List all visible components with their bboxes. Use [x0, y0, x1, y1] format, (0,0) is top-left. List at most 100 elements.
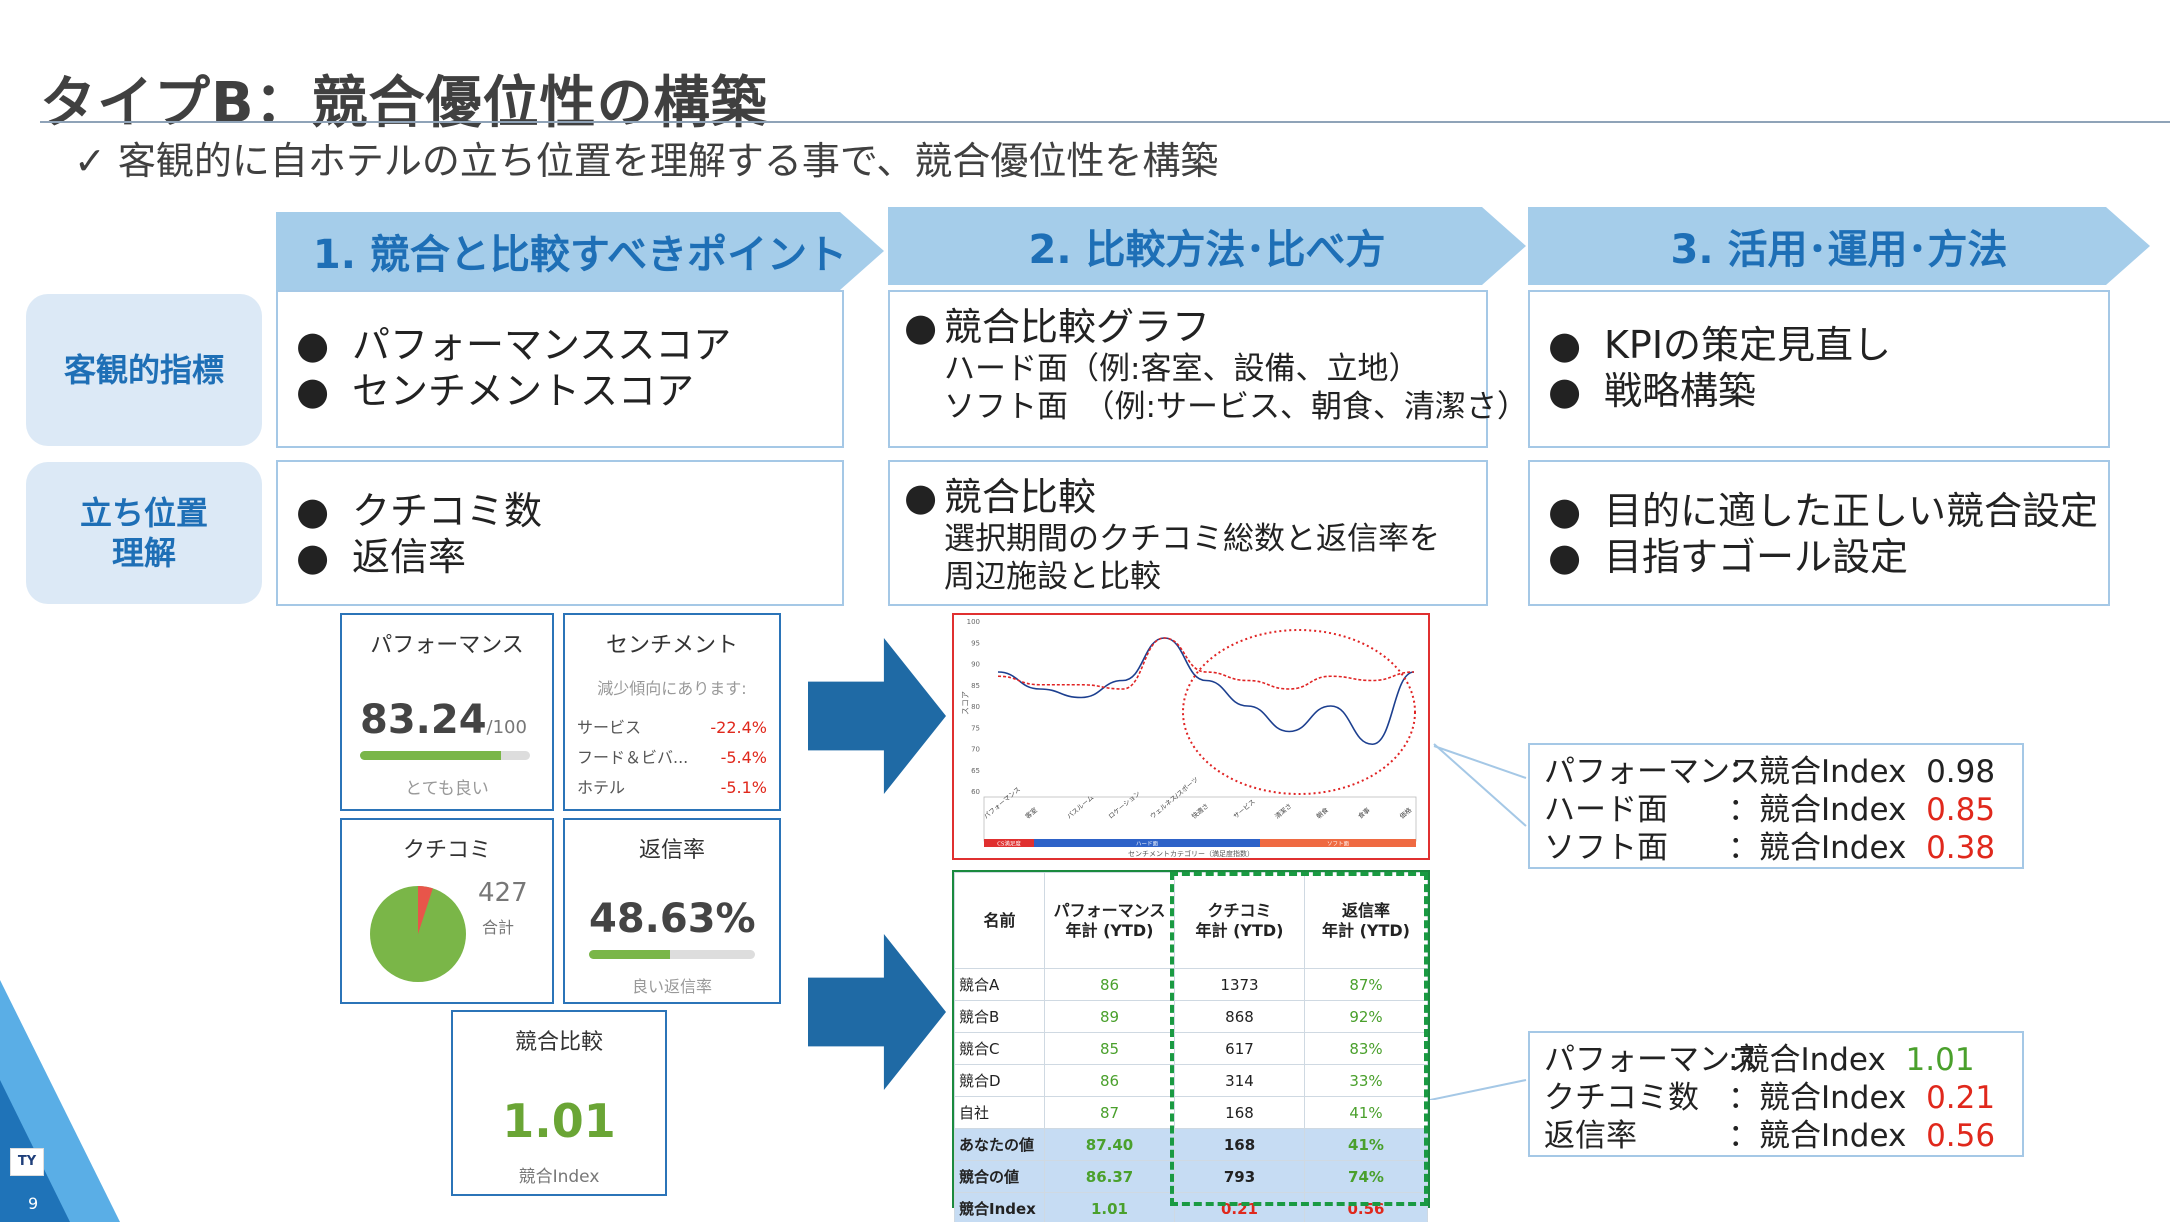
highlight-dashed-frame [1170, 872, 1428, 1206]
column-header-usage: 3. 活用･運用･方法 [1528, 207, 2150, 285]
table-cell: 793 [1174, 1160, 1305, 1193]
list-item-text: 競合比較グラフ [944, 305, 1211, 349]
category-band [1260, 839, 1416, 847]
table-cell: 86 [1044, 1064, 1175, 1097]
y-tick-label: 70 [971, 746, 980, 754]
page-subtitle: ✓ 客観的に自ホテルの立ち位置を理解する事で、競合優位性を構築 [74, 139, 1219, 183]
column-header-reply-rate[interactable]: 返信率 年計 (YTD) [1304, 872, 1428, 969]
callout-row: クチコミ数 ：競合Index 0.21 [1544, 1079, 2008, 1117]
callout-connector-line [1433, 743, 1527, 827]
callout-row-sep: ：競合Index [1728, 754, 1907, 790]
table-summary-row: 競合の値 86.37 793 74% [954, 1160, 1428, 1193]
y-tick-label: 95 [971, 639, 980, 647]
arrow-right-icon [808, 638, 946, 794]
table-cell: 74% [1304, 1160, 1428, 1193]
callout-row-sep: ：競合Index [1728, 1118, 1907, 1154]
corner-decoration [0, 980, 120, 1222]
column-header-label: 返信率 [1341, 900, 1390, 920]
sentiment-value: -22.4% [710, 718, 767, 737]
list-item-text: センチメントスコア [352, 369, 695, 413]
row-label-position-line2: 理解 [111, 534, 176, 572]
callout-row-label: ソフト面 [1544, 830, 1668, 866]
performance-progress-track [360, 751, 530, 760]
table-cell: 1373 [1174, 968, 1305, 1001]
y-tick-label: 100 [967, 618, 980, 626]
arrow-right-icon [808, 934, 946, 1090]
row-label-objective-index: 客観的指標 [26, 294, 262, 446]
table-cell: 41% [1304, 1096, 1428, 1129]
y-tick-label: 85 [971, 682, 980, 690]
reply-progress-fill [589, 950, 671, 959]
list-item-text: 競合比較 [944, 475, 1097, 519]
callout-row-sep: ：競合Index [1728, 1080, 1907, 1116]
performance-score-max: /100 [486, 717, 527, 738]
table-cell: 競合D [954, 1064, 1045, 1097]
list-item-text: クチコミ数 [352, 489, 543, 533]
table-summary-row: 競合Index 1.01 0.21 0.56 [954, 1192, 1428, 1222]
callout-row-value: 0.85 [1926, 792, 1996, 828]
callout-connector-lines [1430, 743, 1527, 1100]
callout-row-sep: ：競合Index [1728, 792, 1907, 828]
list-item: ● 目的に適した正しい競合設定 [1548, 489, 2099, 533]
callout-row-sep: ：競合Index [1728, 830, 1907, 866]
category-band-label: ソフト面 [1327, 841, 1350, 848]
callout-row: 返信率 ：競合Index 0.56 [1544, 1117, 2008, 1155]
callout-row-label: ハード面 [1544, 792, 1668, 828]
y-tick-label: 65 [971, 767, 980, 775]
performance-card-title: パフォーマンス [370, 633, 524, 658]
method-detail-hard: ハード面（例:客室、設備、立地） [944, 351, 1420, 387]
table-cell: 83% [1304, 1032, 1428, 1065]
column-header-label: パフォーマンス [1053, 900, 1166, 920]
table-row: 競合B 89 868 92% [954, 1000, 1428, 1033]
callout-row-label: 返信率 [1544, 1118, 1637, 1154]
callout-row-value: 0.38 [1926, 830, 1996, 866]
reply-rate-card: 返信率 48.63% 良い返信率 [563, 818, 781, 1004]
reply-rate-value: 48.63% [589, 896, 756, 942]
table-cell: 86.37 [1044, 1160, 1175, 1193]
category-band-label: CS満足度 [997, 840, 1021, 848]
competitive-index-value: 1.01 [502, 1094, 616, 1148]
category-band-label: ハード面 [1136, 841, 1159, 848]
callout-row: ハード面 ：競合Index 0.85 [1544, 791, 2008, 829]
sentiment-note: 減少傾向にあります: [597, 679, 747, 698]
table-cell: 0.56 [1304, 1192, 1428, 1222]
table-cell: 競合C [954, 1032, 1045, 1065]
list-item-text: 返信率 [352, 535, 467, 579]
y-tick-label: 90 [971, 661, 980, 669]
y-tick-label: 60 [971, 788, 980, 796]
callout-chart-index: パフォーマンス ：競合Index 0.98 ハード面 ：競合Index 0.85 ソ… [1528, 743, 2024, 869]
list-item-text: 戦略構築 [1604, 369, 1757, 413]
list-item: ● 競合比較 [904, 475, 1097, 519]
table-cell: 1.01 [1044, 1192, 1175, 1222]
column-header-label: 名前 [983, 910, 1016, 930]
list-item-text: 目的に適した正しい競合設定 [1604, 489, 2099, 533]
column-header-performance[interactable]: パフォーマンス 年計 (YTD) [1044, 872, 1175, 969]
company-logo: TY [10, 1148, 44, 1176]
chart-series-line [997, 637, 1415, 746]
x-axis-label: センチメントカテゴリー（満足度指数） [1128, 849, 1254, 858]
list-item: ● センチメントスコア [296, 369, 695, 413]
performance-score: 83.24 [360, 697, 487, 743]
table-row: 競合D 86 314 33% [954, 1064, 1428, 1097]
highlight-ellipse [1182, 629, 1416, 795]
column-header-points: 1. 競合と比較すべきポイント [276, 212, 884, 290]
performance-progress-fill [360, 751, 502, 760]
list-item-text: KPIの策定見直し [1604, 323, 1892, 367]
list-item: ● 返信率 [296, 535, 467, 579]
callout-row-value: 0.56 [1926, 1118, 1996, 1154]
callout-row: ソフト面 ：競合Index 0.38 [1544, 829, 2008, 867]
table-header-row: 名前 パフォーマンス 年計 (YTD) クチコミ 年計 (YTD) 返信率 年計 (Y… [954, 872, 1428, 969]
cell-methods-objective: ● 競合比較グラフ ハード面（例:客室、設備、立地） ソフト面 （例:サービス、朝… [888, 290, 1528, 448]
table-cell: 314 [1174, 1064, 1305, 1097]
category-band [1034, 839, 1260, 847]
competitor-table-frame: 名前 パフォーマンス 年計 (YTD) クチコミ 年計 (YTD) 返信率 年計 (Y… [952, 870, 1430, 1222]
callout-row-label: パフォーマンス [1544, 1042, 1761, 1078]
list-item: ● 戦略構築 [1548, 369, 1757, 413]
table-summary-row: あなたの値 87.40 168 41% [954, 1128, 1428, 1161]
callout-row-value: 1.01 [1905, 1042, 1975, 1078]
reviews-pie-chart [370, 886, 466, 982]
page-title: タイプB：競合優位性の構築 [40, 71, 768, 136]
cell-points-objective: ● パフォーマンススコア ● センチメントスコア [276, 290, 844, 448]
table-cell: 競合A [954, 968, 1045, 1001]
callout-row: パフォーマンス ：競合Index 0.98 [1544, 753, 2008, 791]
